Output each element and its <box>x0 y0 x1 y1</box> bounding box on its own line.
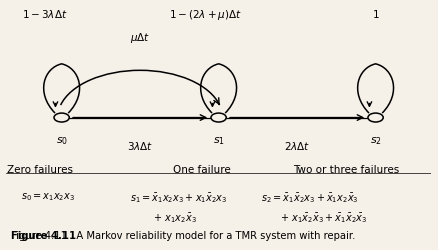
Circle shape <box>54 113 69 122</box>
Text: Zero failures: Zero failures <box>7 165 73 175</box>
Text: $s_2$: $s_2$ <box>369 136 381 147</box>
Text: $s_0$: $s_0$ <box>56 136 67 147</box>
Text: $+ \ x_1 \bar{x}_2 \bar{x}_3 + \bar{x}_1 \bar{x}_2 \bar{x}_3$: $+ \ x_1 \bar{x}_2 \bar{x}_3 + \bar{x}_1… <box>279 211 367 224</box>
Text: $1$: $1$ <box>371 8 378 20</box>
Text: Two or three failures: Two or three failures <box>292 165 398 175</box>
Text: $3\lambda\Delta t$: $3\lambda\Delta t$ <box>127 140 153 152</box>
Text: $1 - 3\lambda\Delta t$: $1 - 3\lambda\Delta t$ <box>22 8 67 20</box>
Text: $s_0 = x_1 x_2 x_3$: $s_0 = x_1 x_2 x_3$ <box>21 191 75 203</box>
Text: $s_2 = \bar{x}_1 \bar{x}_2 x_3 + \bar{x}_1 x_2 \bar{x}_3$: $s_2 = \bar{x}_1 \bar{x}_2 x_3 + \bar{x}… <box>261 191 358 205</box>
Circle shape <box>211 113 226 122</box>
Text: $s_1$: $s_1$ <box>212 136 224 147</box>
Text: $\mu\Delta t$: $\mu\Delta t$ <box>130 32 150 46</box>
Text: $+ \ x_1 x_2 \bar{x}_3$: $+ \ x_1 x_2 \bar{x}_3$ <box>152 211 196 224</box>
Text: One failure: One failure <box>173 165 230 175</box>
Text: Figure 4.11: Figure 4.11 <box>11 230 76 240</box>
Text: $1 - (2\lambda + \mu)\Delta t$: $1 - (2\lambda + \mu)\Delta t$ <box>169 8 242 22</box>
Circle shape <box>367 113 382 122</box>
Text: $2\lambda\Delta t$: $2\lambda\Delta t$ <box>283 140 310 152</box>
Text: $s_1 = \bar{x}_1 x_2 x_3 + x_1 \bar{x}_2 x_3$: $s_1 = \bar{x}_1 x_2 x_3 + x_1 \bar{x}_2… <box>129 191 226 205</box>
Text: Figure 4.11   A Markov reliability model for a TMR system with repair.: Figure 4.11 A Markov reliability model f… <box>11 230 354 240</box>
